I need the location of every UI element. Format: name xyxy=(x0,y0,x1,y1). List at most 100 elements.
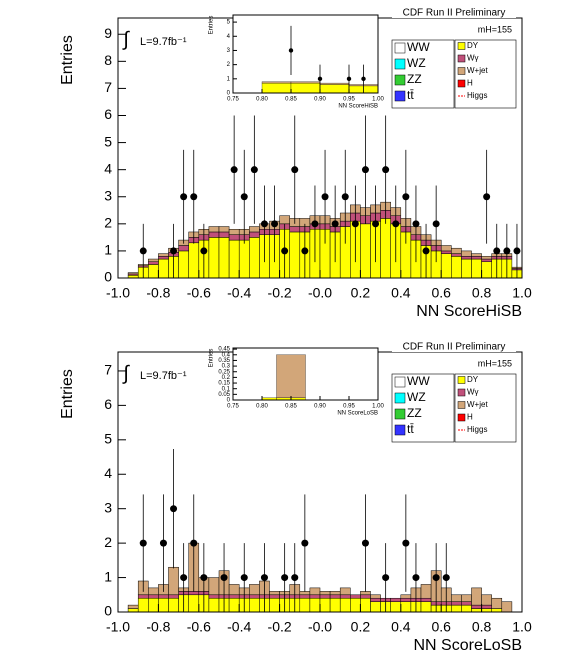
x-axis-label: NN ScoreHiSB xyxy=(338,104,378,110)
legend-swatch xyxy=(394,424,406,436)
histogram-bar xyxy=(208,237,220,279)
legend-swatch xyxy=(394,58,406,70)
y-tick-label: 1 xyxy=(104,242,112,258)
legend-swatch xyxy=(394,408,406,420)
data-point xyxy=(361,76,366,82)
legend-label: W+jet xyxy=(467,66,488,75)
data-point xyxy=(483,193,491,201)
histogram-bar xyxy=(339,594,351,599)
histogram-bar xyxy=(148,258,159,262)
y-tick-label: 0.35 xyxy=(218,358,230,364)
data-point xyxy=(311,220,319,228)
x-axis-label: NN ScoreLoSB xyxy=(337,411,378,417)
histogram-bar xyxy=(289,231,301,279)
luminosity: L=9.7fb⁻¹ xyxy=(140,370,187,382)
data-point xyxy=(139,539,147,547)
histogram-bar xyxy=(208,597,220,613)
data-point xyxy=(288,48,294,53)
histogram-bar xyxy=(471,587,482,606)
legend-label: WZ xyxy=(407,56,426,70)
histogram-bar xyxy=(261,82,292,94)
x-tick-label: -0.0 xyxy=(308,285,332,301)
legend-label: WW xyxy=(407,374,430,388)
legend-swatch xyxy=(457,388,466,397)
histogram-bar xyxy=(188,591,200,596)
data-point xyxy=(200,247,208,255)
data-point xyxy=(402,193,410,201)
histogram-bar xyxy=(471,256,482,260)
y-tick-label: 0.4 xyxy=(222,352,231,358)
y-tick-label: 5 xyxy=(104,431,112,447)
legend-label: ZZ xyxy=(407,406,422,420)
x-tick-label: 0.8 xyxy=(472,285,492,301)
data-point xyxy=(291,574,299,582)
x-axis-label: NN ScoreHiSB xyxy=(416,303,522,320)
y-tick-label: 9 xyxy=(104,25,112,41)
data-point xyxy=(392,220,400,228)
legend-swatch xyxy=(394,74,406,86)
histogram-bar xyxy=(451,256,462,279)
mass-label: mH=155 xyxy=(478,358,512,368)
y-tick-label: 0.05 xyxy=(218,392,230,398)
histogram-bar xyxy=(137,597,149,613)
data-point xyxy=(240,574,248,582)
histogram-bar xyxy=(319,82,350,85)
histogram-bar xyxy=(400,594,412,599)
x-tick-label: 1.0 xyxy=(512,619,532,635)
legend-label: ZZ xyxy=(407,72,422,86)
legend-label: DY xyxy=(467,375,479,384)
histogram-bar xyxy=(168,594,179,599)
histogram-bar xyxy=(481,608,492,613)
integral-sign: ∫ xyxy=(122,362,130,384)
data-point xyxy=(190,193,198,201)
x-tick-label: 0.90 xyxy=(314,404,326,410)
histogram-bar xyxy=(290,81,321,84)
histogram-bar xyxy=(158,256,169,260)
luminosity: L=9.7fb⁻¹ xyxy=(140,36,187,48)
histogram-bar xyxy=(127,608,139,613)
histogram-bar xyxy=(481,604,492,609)
histogram-bar xyxy=(158,594,169,599)
x-tick-label: 0.2 xyxy=(351,619,371,635)
y-tick-label: 0 xyxy=(104,269,112,285)
data-point xyxy=(432,220,440,228)
title-box xyxy=(392,339,516,352)
x-tick-label: -0.2 xyxy=(268,619,292,635)
mass-label: mH=155 xyxy=(478,24,512,34)
histogram-bar xyxy=(471,604,482,609)
y-axis-label: Entries xyxy=(59,35,76,85)
histogram-bar xyxy=(249,597,260,613)
histogram-bar xyxy=(309,597,321,613)
histogram-bar xyxy=(290,82,321,94)
data-point xyxy=(139,247,147,255)
histogram-bar xyxy=(279,215,290,225)
legend-label: H xyxy=(467,413,473,422)
histogram-bar xyxy=(461,601,472,606)
histogram-bar xyxy=(461,258,472,279)
data-point xyxy=(281,247,289,255)
legend-swatch xyxy=(394,90,406,102)
data-point xyxy=(361,539,369,547)
histogram-bar xyxy=(451,594,462,602)
y-tick-label: 6 xyxy=(104,106,112,122)
legend-label: WW xyxy=(407,40,430,54)
y-tick-label: 0.1 xyxy=(222,386,231,392)
x-tick-label: -0.4 xyxy=(227,285,251,301)
histogram-bar xyxy=(127,272,139,275)
histogram-bar xyxy=(218,237,230,279)
histogram-bar xyxy=(228,594,240,599)
x-tick-label: -0.4 xyxy=(227,619,251,635)
x-tick-label: 0.95 xyxy=(343,97,355,103)
histogram-bar xyxy=(360,223,371,279)
x-tick-label: 0.85 xyxy=(285,97,297,103)
histogram-bar xyxy=(491,597,503,609)
histogram-bar xyxy=(329,594,341,599)
legend-swatch xyxy=(457,67,466,75)
histogram-bar xyxy=(148,587,159,596)
data-point xyxy=(200,574,208,582)
y-tick-label: 8 xyxy=(104,52,112,68)
y-tick-label: 0.25 xyxy=(218,369,230,375)
y-tick-label: 7 xyxy=(104,79,112,95)
histogram-bar xyxy=(471,253,482,257)
histogram-bar xyxy=(451,247,462,254)
